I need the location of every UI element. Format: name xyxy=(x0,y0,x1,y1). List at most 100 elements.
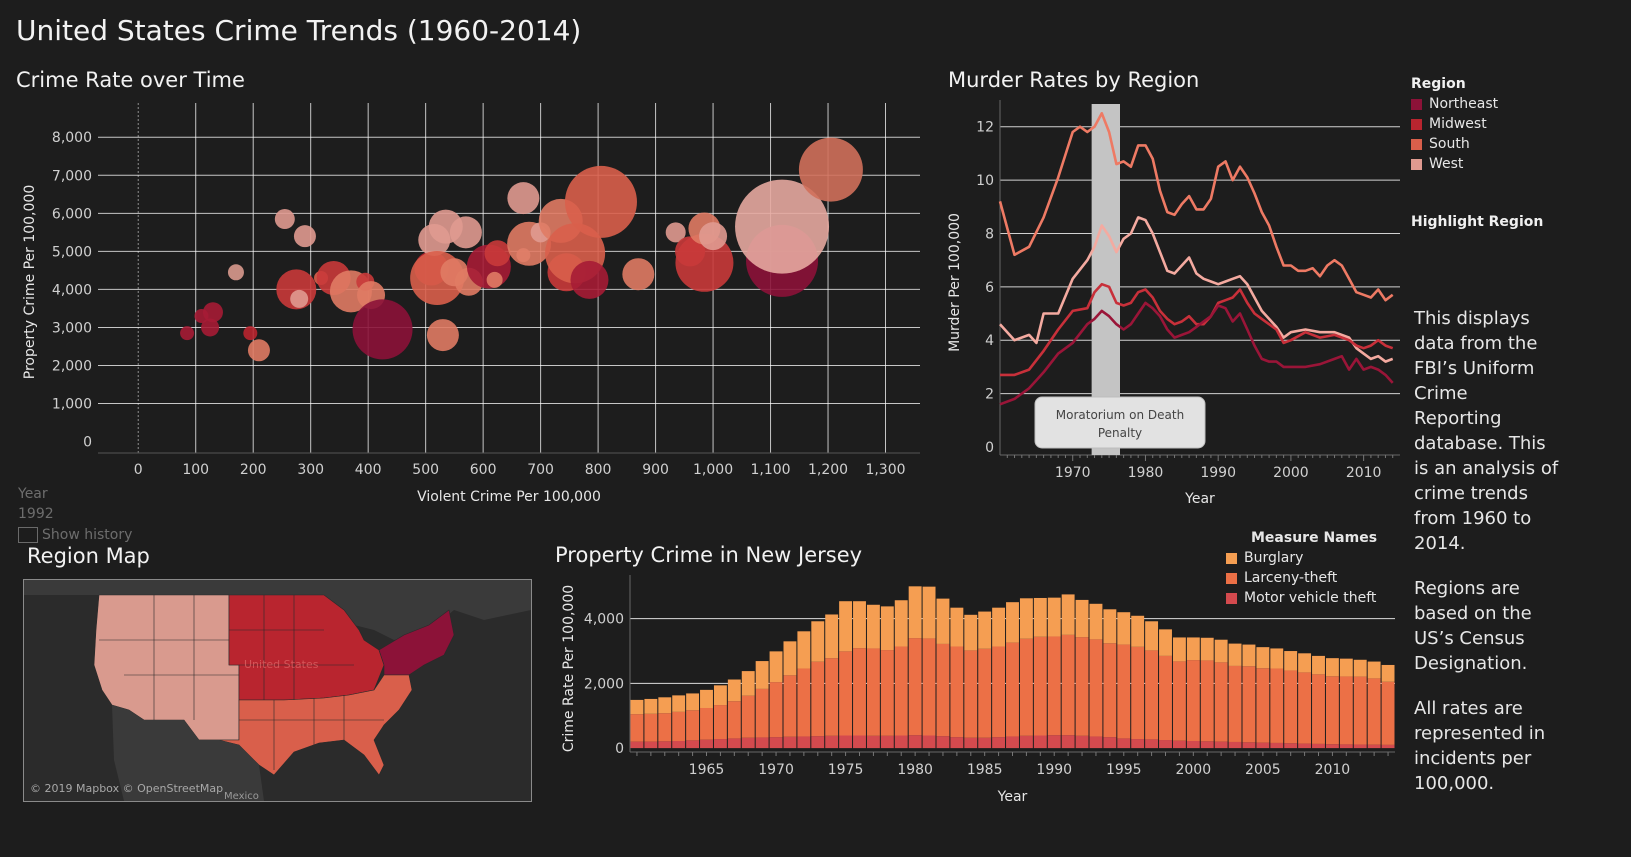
bar-segment[interactable] xyxy=(1145,739,1159,749)
bar-segment[interactable] xyxy=(644,698,658,714)
legend-item-larceny[interactable]: Larceny-theft xyxy=(1226,568,1377,588)
bar-segment[interactable] xyxy=(700,739,713,749)
bar-segment[interactable] xyxy=(769,737,783,749)
bar-segment[interactable] xyxy=(1381,681,1395,745)
year-filter-value[interactable]: 1992 xyxy=(18,506,54,522)
bar-segment[interactable] xyxy=(1131,615,1145,647)
bar-segment[interactable] xyxy=(853,601,866,649)
bar-segment[interactable] xyxy=(644,713,658,742)
legend-item-burglary[interactable]: Burglary xyxy=(1226,548,1377,568)
bar-segment[interactable] xyxy=(839,601,853,652)
bar-segment[interactable] xyxy=(880,650,894,736)
bar-segment[interactable] xyxy=(1075,637,1089,736)
bar-segment[interactable] xyxy=(1312,655,1325,675)
bar-segment[interactable] xyxy=(936,598,950,644)
scatter-chart[interactable]: 0 100 200 300 400 500 600 700 800 900 1,000 1,100 1,… xyxy=(0,95,940,515)
bar-segment[interactable] xyxy=(769,682,783,738)
bar-segment[interactable] xyxy=(630,741,644,749)
bar-segment[interactable] xyxy=(1117,738,1131,749)
bar-segment[interactable] xyxy=(713,705,727,740)
bar-segment[interactable] xyxy=(1117,644,1131,739)
bar-segment[interactable] xyxy=(1061,594,1075,635)
scatter-bubble[interactable] xyxy=(180,326,195,341)
bar-segment[interactable] xyxy=(992,737,1006,749)
bar-segment[interactable] xyxy=(1159,629,1172,656)
bar-segment[interactable] xyxy=(1312,674,1325,744)
bar-segment[interactable] xyxy=(1117,612,1131,645)
bar-segment[interactable] xyxy=(1367,661,1381,679)
bar-segment[interactable] xyxy=(866,648,880,736)
bar-segment[interactable] xyxy=(922,586,936,639)
scatter-bubble[interactable] xyxy=(699,222,728,251)
bar-segment[interactable] xyxy=(1256,668,1270,743)
bar-segment[interactable] xyxy=(700,689,713,708)
scatter-bubble[interactable] xyxy=(426,319,459,352)
bar-segment[interactable] xyxy=(894,646,908,736)
bar-segment[interactable] xyxy=(741,737,755,749)
bar-segment[interactable] xyxy=(866,735,880,749)
scatter-bubble[interactable] xyxy=(243,326,258,341)
bar-segment[interactable] xyxy=(978,737,992,749)
bar-segment[interactable] xyxy=(894,735,908,749)
bar-segment[interactable] xyxy=(964,614,978,651)
bar-segment[interactable] xyxy=(839,735,853,749)
bar-segment[interactable] xyxy=(1339,676,1353,745)
bar-segment[interactable] xyxy=(908,638,922,736)
bar-segment[interactable] xyxy=(1214,662,1228,742)
bar-segment[interactable] xyxy=(1019,598,1033,639)
bar-segment[interactable] xyxy=(1256,742,1270,749)
bar-segment[interactable] xyxy=(1242,742,1256,749)
bar-segment[interactable] xyxy=(755,661,769,689)
bar-segment[interactable] xyxy=(741,695,755,738)
bar-segment[interactable] xyxy=(1381,744,1395,749)
bar-segment[interactable] xyxy=(1033,636,1047,736)
bar-segment[interactable] xyxy=(1103,609,1117,644)
bar-segment[interactable] xyxy=(1131,646,1145,740)
bar-segment[interactable] xyxy=(713,739,727,749)
region-map[interactable]: United States Mexico © 2019 Mapbox © Ope… xyxy=(23,579,532,802)
bar-segment[interactable] xyxy=(1186,660,1200,741)
scatter-bubble[interactable] xyxy=(247,339,270,362)
bar-segment[interactable] xyxy=(1006,602,1019,643)
scatter-bubble[interactable] xyxy=(622,258,655,291)
bar-segment[interactable] xyxy=(727,701,741,739)
bar-segment[interactable] xyxy=(1325,658,1339,677)
legend-item-west[interactable]: West xyxy=(1411,154,1498,174)
show-history-checkbox[interactable] xyxy=(18,527,38,543)
bar-segment[interactable] xyxy=(1381,664,1395,682)
bar-segment[interactable] xyxy=(1325,676,1339,745)
bar-segment[interactable] xyxy=(992,607,1006,647)
bar-segment[interactable] xyxy=(713,685,727,706)
scatter-bubble[interactable] xyxy=(798,137,863,202)
bar-segment[interactable] xyxy=(1339,744,1353,749)
scatter-bubble[interactable] xyxy=(227,264,244,281)
bar-segment[interactable] xyxy=(672,740,686,749)
bar-segment[interactable] xyxy=(1089,639,1103,737)
murder-line-south[interactable] xyxy=(998,112,1394,302)
bar-segment[interactable] xyxy=(755,688,769,738)
bar-segment[interactable] xyxy=(964,650,978,738)
bar-segment[interactable] xyxy=(1033,735,1047,749)
bar-segment[interactable] xyxy=(1172,740,1186,749)
legend-item-northeast[interactable]: Northeast xyxy=(1411,94,1498,114)
bar-segment[interactable] xyxy=(853,648,866,736)
bar-segment[interactable] xyxy=(1103,643,1117,738)
bar-segment[interactable] xyxy=(1172,637,1186,662)
bar-segment[interactable] xyxy=(686,740,700,749)
scatter-bubble[interactable] xyxy=(201,318,220,337)
bar-segment[interactable] xyxy=(1200,637,1214,661)
bar-segment[interactable] xyxy=(1367,744,1381,749)
bar-segment[interactable] xyxy=(658,713,672,742)
scatter-bubble[interactable] xyxy=(290,289,309,308)
bar-segment[interactable] xyxy=(686,710,700,741)
bar-segment[interactable] xyxy=(1325,744,1339,749)
scatter-bubble[interactable] xyxy=(564,165,637,238)
bar-segment[interactable] xyxy=(922,735,936,749)
bar-segment[interactable] xyxy=(992,646,1006,738)
bar-segment[interactable] xyxy=(686,693,700,711)
bar-segment[interactable] xyxy=(1298,653,1312,673)
bar-segment[interactable] xyxy=(1200,741,1214,749)
bar-segment[interactable] xyxy=(672,711,686,741)
bar-segment[interactable] xyxy=(797,736,811,749)
murder-line-west[interactable] xyxy=(999,216,1394,363)
